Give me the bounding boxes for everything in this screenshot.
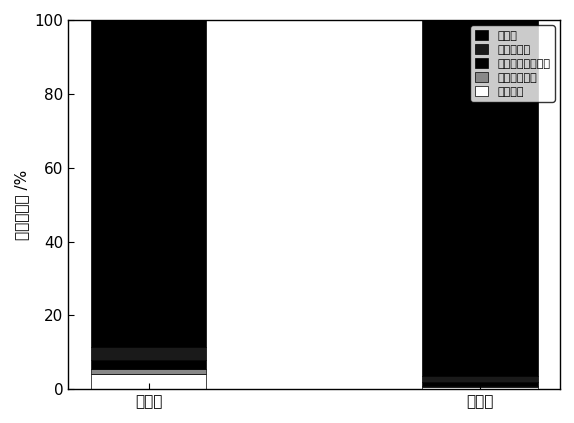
Bar	[422, 382, 538, 385]
Bar	[422, 20, 538, 376]
Bar	[91, 360, 207, 369]
Bar	[422, 385, 538, 387]
Y-axis label: 碇存在形态 /%: 碇存在形态 /%	[14, 170, 29, 240]
Bar	[91, 369, 207, 374]
Bar	[91, 20, 207, 347]
Bar	[422, 376, 538, 382]
Legend: 残渣态, 有机结合态, 铁锄氧化物结合态, 碳酸盐结合态, 可交换态: 残渣态, 有机结合态, 铁锄氧化物结合态, 碳酸盐结合态, 可交换态	[471, 25, 554, 102]
Bar	[91, 374, 207, 389]
Bar	[91, 347, 207, 360]
Bar	[422, 387, 538, 389]
